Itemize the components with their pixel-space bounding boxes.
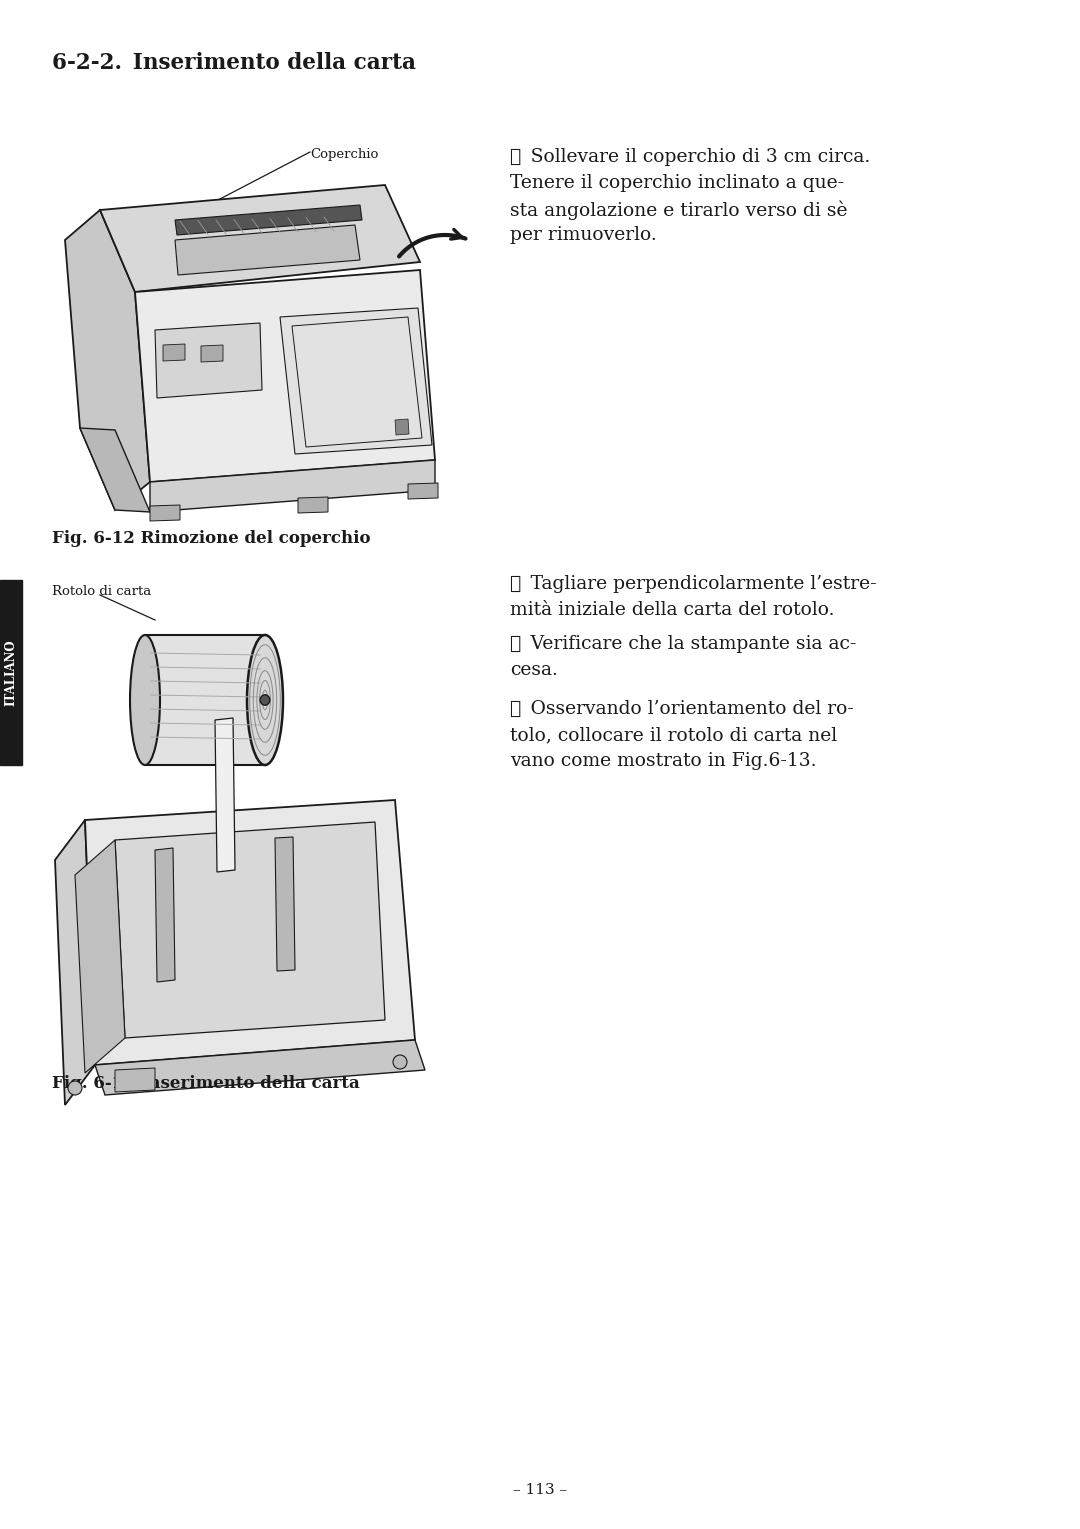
Polygon shape [163, 344, 185, 361]
Polygon shape [85, 800, 415, 1066]
Text: ① Sollevare il coperchio di 3 cm circa.: ① Sollevare il coperchio di 3 cm circa. [510, 148, 870, 167]
Text: per rimuoverlo.: per rimuoverlo. [510, 226, 657, 245]
Polygon shape [65, 209, 150, 511]
Polygon shape [215, 719, 235, 872]
Text: 6-2-2. Inserimento della carta: 6-2-2. Inserimento della carta [52, 52, 416, 73]
Polygon shape [55, 820, 95, 1105]
Ellipse shape [247, 635, 283, 764]
Polygon shape [114, 823, 384, 1038]
Polygon shape [145, 635, 265, 764]
Polygon shape [156, 849, 175, 982]
Text: Coperchio: Coperchio [310, 148, 378, 161]
Polygon shape [298, 497, 328, 514]
Text: Fig. 6-12 Rimozione del coperchio: Fig. 6-12 Rimozione del coperchio [52, 531, 370, 547]
Text: Rotolo di carta: Rotolo di carta [52, 586, 151, 598]
Text: ITALIANO: ITALIANO [4, 639, 17, 706]
Text: Fig. 6-13 Inserimento della carta: Fig. 6-13 Inserimento della carta [52, 1075, 360, 1092]
Polygon shape [150, 505, 180, 521]
Polygon shape [100, 185, 420, 292]
Polygon shape [280, 307, 432, 454]
Text: ④ Osservando l’orientamento del ro-: ④ Osservando l’orientamento del ro- [510, 700, 854, 719]
Polygon shape [80, 428, 150, 512]
Text: Tenere il coperchio inclinato a que-: Tenere il coperchio inclinato a que- [510, 174, 845, 193]
Text: mità iniziale della carta del rotolo.: mità iniziale della carta del rotolo. [510, 601, 835, 619]
Polygon shape [150, 460, 435, 512]
Polygon shape [156, 323, 262, 398]
Polygon shape [408, 483, 438, 498]
Polygon shape [201, 346, 222, 362]
Bar [0, 579, 22, 764]
Polygon shape [175, 225, 360, 275]
Text: ② Tagliare perpendicolarmente l’estre-: ② Tagliare perpendicolarmente l’estre- [510, 575, 877, 593]
Polygon shape [395, 419, 409, 434]
Ellipse shape [130, 635, 160, 764]
Text: cesa.: cesa. [510, 661, 558, 679]
Polygon shape [114, 1067, 156, 1092]
Ellipse shape [260, 694, 270, 705]
Polygon shape [275, 836, 295, 971]
Text: sta angolazione e tirarlo verso di sè: sta angolazione e tirarlo verso di sè [510, 200, 848, 220]
Text: tolo, collocare il rotolo di carta nel: tolo, collocare il rotolo di carta nel [510, 726, 837, 745]
Polygon shape [135, 271, 435, 482]
Circle shape [68, 1081, 82, 1095]
Polygon shape [175, 205, 362, 235]
Circle shape [393, 1055, 407, 1069]
Text: ③ Verificare che la stampante sia ac-: ③ Verificare che la stampante sia ac- [510, 635, 856, 653]
Polygon shape [95, 1040, 426, 1095]
Text: – 113 –: – 113 – [513, 1483, 567, 1497]
Polygon shape [75, 839, 125, 1073]
Text: vano come mostrato in Fig.6-13.: vano come mostrato in Fig.6-13. [510, 752, 816, 771]
